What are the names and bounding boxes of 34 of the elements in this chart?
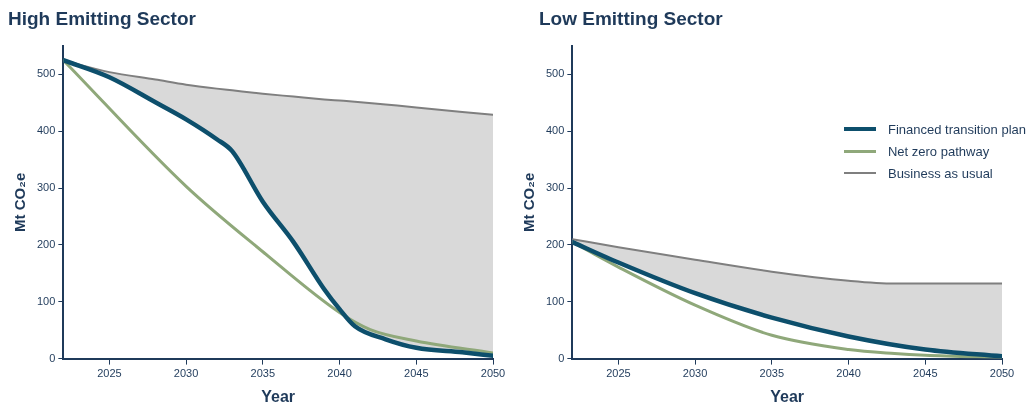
legend-label: Financed transition plan: [887, 121, 1026, 137]
legend-label: Net zero pathway: [887, 143, 990, 159]
y-tick-label: 300: [36, 181, 56, 194]
y-tick-label: 500: [36, 67, 56, 80]
x-tick-label: 2040: [836, 367, 861, 380]
y-tick-label: 200: [545, 237, 565, 250]
x-axis-title: Year: [770, 387, 805, 405]
x-tick-label: 2025: [97, 367, 122, 380]
y-tick-label: 100: [545, 294, 565, 307]
chart-title: Low Emitting Sector: [539, 8, 724, 31]
x-tick-label: 2035: [250, 367, 276, 380]
x-tick-label: 2045: [913, 367, 938, 380]
y-tick-label: 400: [545, 124, 565, 137]
x-axis-title: Year: [261, 387, 296, 405]
x-tick-label: 2035: [759, 367, 785, 380]
y-tick-label: 0: [49, 351, 56, 364]
x-tick-label: 2025: [606, 367, 631, 380]
y-tick-label: 400: [36, 124, 56, 137]
x-tick-label: 2040: [327, 367, 352, 380]
x-tick-label: 2030: [173, 367, 199, 380]
x-tick-label: 2050: [989, 367, 1015, 380]
y-tick-label: 0: [558, 351, 565, 364]
x-tick-label: 2045: [404, 367, 429, 380]
x-tick-label: 2050: [480, 367, 506, 380]
y-tick-label: 100: [36, 294, 56, 307]
x-tick-label: 2030: [682, 367, 708, 380]
line-series: [572, 238, 1002, 285]
y-tick-label: 200: [36, 237, 56, 250]
y-tick-label: 500: [545, 67, 565, 80]
y-axis-title: Mt CO₂e: [520, 172, 538, 232]
legend-label: Business as usual: [887, 165, 993, 181]
y-tick-label: 300: [545, 181, 565, 194]
chart-title: High Emitting Sector: [8, 8, 197, 31]
y-axis-title: Mt CO₂e: [11, 172, 29, 232]
